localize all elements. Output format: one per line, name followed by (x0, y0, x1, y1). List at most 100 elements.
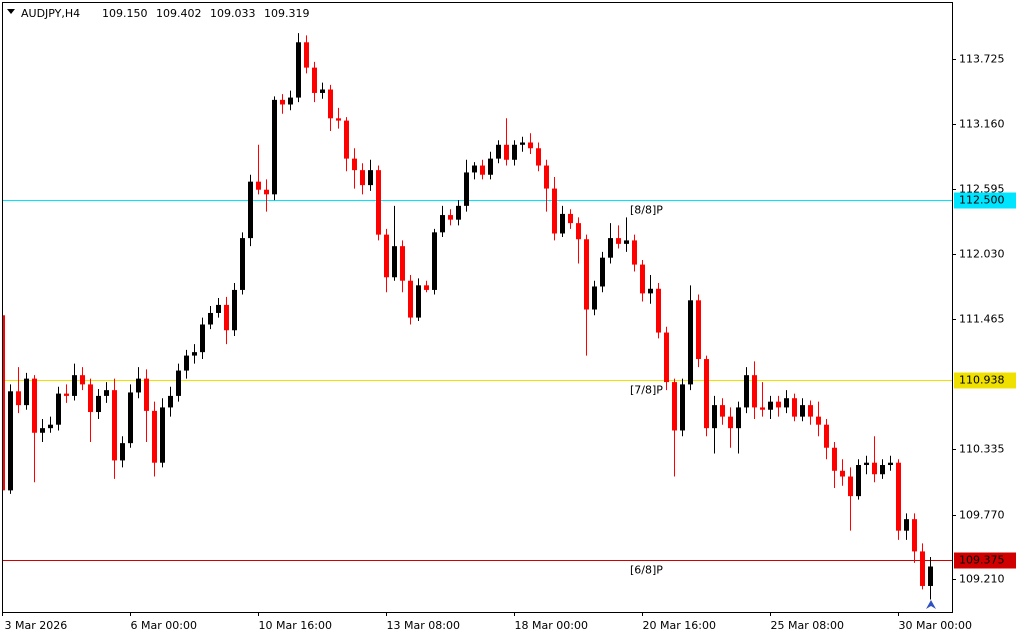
candle-body (352, 158, 357, 171)
candle-body (56, 393, 61, 425)
candle-body (640, 264, 645, 294)
candle-body (680, 384, 685, 431)
candle-body (520, 142, 525, 145)
candle-body (712, 405, 717, 429)
candle-body (312, 67, 317, 93)
candle-body (112, 390, 117, 461)
candle-body (80, 375, 85, 385)
x-tick-label: 30 Mar 00:00 (899, 619, 972, 632)
level-name: [7/8]P (630, 384, 663, 397)
level-price-box (954, 372, 1016, 389)
candle-body (64, 393, 69, 396)
candle-body (864, 462, 869, 466)
candle-body (152, 410, 157, 463)
candle-body (448, 215, 453, 220)
candle-body (832, 447, 837, 471)
candle-body (464, 172, 469, 206)
candle-body (848, 476, 853, 497)
candle-body (592, 286, 597, 310)
candle-body (896, 462, 901, 531)
candle-body (408, 280, 413, 318)
candle-body (392, 246, 397, 278)
candle-body (904, 519, 909, 531)
x-tick-label: 6 Mar 00:00 (131, 619, 197, 632)
candle-body (824, 424, 829, 448)
y-tick-label: 112.030 (959, 248, 1005, 261)
candle-body (816, 416, 821, 425)
candle-body (3, 315, 5, 491)
level-name: [8/8]P (630, 204, 663, 217)
candle-body (504, 144, 509, 160)
candle-body (160, 407, 165, 463)
y-tick-label: 111.465 (959, 313, 1005, 326)
x-tick-label: 20 Mar 16:00 (643, 619, 716, 632)
candle-body (688, 300, 693, 385)
candle-body (176, 370, 181, 396)
level-price-box (954, 192, 1016, 209)
candle-body (304, 42, 309, 68)
candle-body (704, 359, 709, 429)
candle-body (488, 158, 493, 175)
low-label: 109.033 (210, 7, 256, 20)
candle-body (184, 355, 189, 371)
candle-body (752, 375, 757, 408)
candle-body (416, 285, 421, 318)
candle-body (8, 391, 13, 491)
candle-body (96, 395, 101, 413)
candle-body (400, 246, 405, 281)
plot-frame (2, 2, 953, 613)
candle-body (512, 144, 517, 160)
candle-body (616, 238, 621, 244)
levels-layer: [8/8]P [7/8]P [6/8]P (3, 200, 952, 577)
candle-body (368, 170, 373, 186)
candle-body (528, 142, 533, 149)
candle-body (576, 223, 581, 240)
candle-body (40, 428, 45, 433)
candle-body (424, 285, 429, 290)
candle-body (632, 240, 637, 265)
high-label: 109.402 (156, 7, 202, 20)
close-label: 109.319 (264, 7, 310, 20)
candle-body (624, 240, 629, 244)
candle-body (872, 462, 877, 475)
candle-body (608, 238, 613, 258)
candle-body (384, 234, 389, 278)
menu-triangle[interactable] (7, 9, 15, 14)
candle-body (336, 118, 341, 121)
candle-body (432, 232, 437, 290)
y-tick-label: 112.595 (959, 183, 1005, 196)
x-tick-label: 3 Mar 2026 (5, 619, 68, 632)
candle-body (744, 375, 749, 408)
candle-body (376, 170, 381, 235)
y-tick-label: 113.160 (959, 118, 1005, 131)
candle-body (272, 99, 277, 195)
candle-body (360, 170, 365, 186)
candle-body (928, 566, 933, 586)
candle-body (240, 238, 245, 290)
open-label: 109.150 (102, 7, 148, 20)
shift-marker[interactable] (926, 600, 936, 609)
symbol-label: AUDJPY,H4 (21, 7, 80, 20)
candle-body (552, 188, 557, 234)
candle-body (728, 416, 733, 429)
candle-body (320, 89, 325, 93)
candle-body (144, 378, 149, 411)
level-name: [6/8]P (630, 564, 663, 577)
candle-body (800, 405, 805, 417)
candle-body (280, 99, 285, 105)
candle-body (912, 519, 917, 552)
candle-body (32, 378, 37, 433)
x-tick-label: 13 Mar 08:00 (387, 619, 460, 632)
y-tick-label: 109.210 (959, 573, 1005, 586)
y-tick-label: 113.725 (959, 53, 1005, 66)
candle-body (784, 398, 789, 408)
candle-body (88, 384, 93, 413)
candle-body (736, 407, 741, 429)
candle-body (456, 205, 461, 220)
candle-body (264, 189, 269, 195)
candle-body (128, 392, 133, 444)
candle-body (48, 424, 53, 429)
candle-body (920, 551, 925, 586)
candle-body (880, 465, 885, 475)
